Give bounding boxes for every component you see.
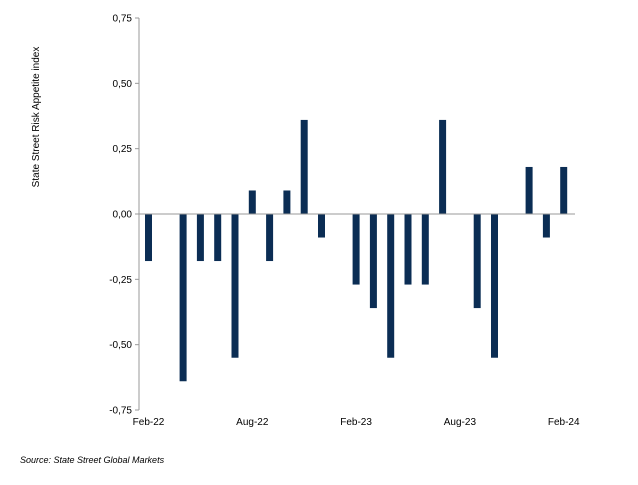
bar-feb-23 [352, 214, 360, 285]
x-tick-label: Aug-22 [236, 417, 269, 428]
y-axis-title: State Street Risk Appetite index [31, 47, 42, 188]
bars [145, 119, 568, 382]
bar-feb-22 [145, 214, 152, 262]
bar-oct-22 [283, 190, 291, 214]
bar-jun-23 [421, 214, 429, 285]
bar-mar-23 [369, 214, 377, 309]
y-tick-label: 0,25 [113, 144, 133, 155]
bar-aug-22 [248, 190, 256, 214]
y-tick-label: 0,50 [113, 79, 133, 90]
bar-oct-23 [491, 214, 498, 358]
bar-may-23 [404, 214, 412, 285]
bar-jul-22 [231, 214, 239, 358]
x-tick-label: Aug-23 [444, 417, 477, 428]
bar-feb-24 [560, 166, 568, 214]
x-tick-label: Feb-24 [548, 417, 580, 428]
bar-nov-22 [300, 119, 308, 214]
x-axis-ticks: Feb-22 Aug-22 Feb-23 Aug-23 Feb-24 [133, 417, 580, 428]
source-note: Source: State Street Global Markets [20, 455, 165, 465]
bar-jun-22 [214, 214, 222, 262]
bar-dec-22 [318, 214, 325, 238]
bar-sep-22 [266, 214, 274, 262]
bar-may-22 [196, 214, 204, 262]
y-tick-label: 0,75 [113, 14, 133, 25]
x-tick-label: Feb-23 [340, 417, 372, 428]
x-tick-label: Feb-22 [133, 417, 165, 428]
bar-apr-22 [179, 214, 187, 382]
bar-jan-24 [542, 214, 550, 238]
bar-apr-23 [387, 214, 395, 358]
bar-sep-23 [473, 214, 481, 309]
y-tick-label: -0,75 [109, 406, 132, 417]
y-tick-label: -0,50 [109, 340, 132, 351]
y-tick-label: -0,25 [109, 275, 132, 286]
bar-dec-23 [525, 166, 533, 214]
y-tick-label: 0,00 [113, 210, 133, 221]
bar-jul-23 [439, 119, 447, 214]
y-axis-ticks: 0,75 0,50 0,25 0,00 -0,25 -0,50 -0,75 [109, 14, 139, 417]
